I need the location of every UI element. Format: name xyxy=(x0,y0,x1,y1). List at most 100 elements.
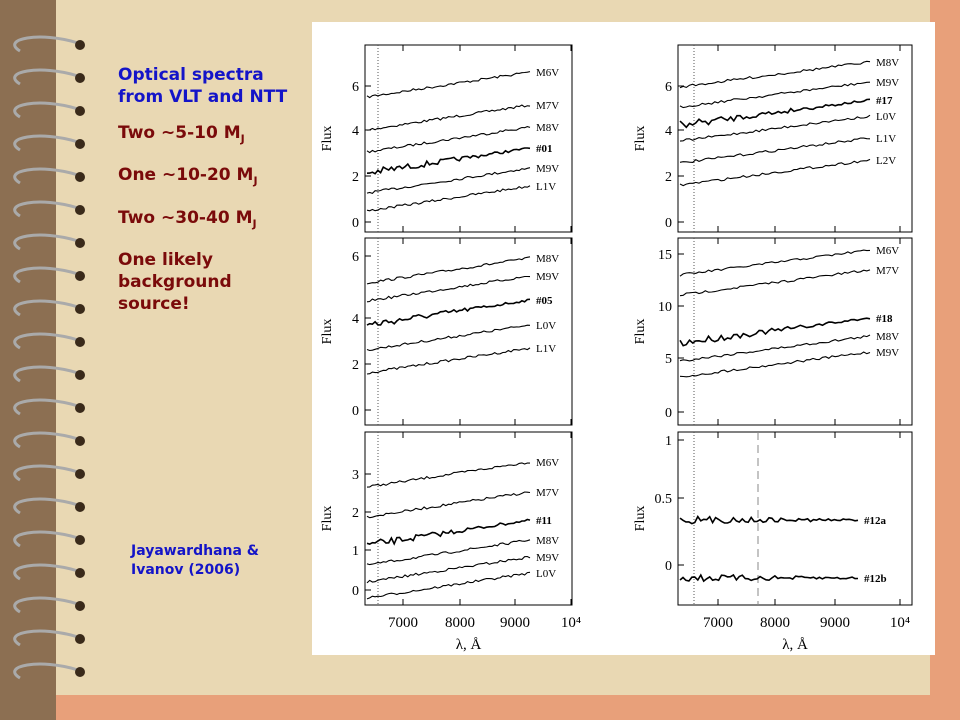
subscript: J xyxy=(252,217,257,231)
spectrum-label: M6V xyxy=(536,457,559,469)
axis-label: λ, Å xyxy=(782,637,808,653)
point: Two ~5-10 MJ xyxy=(118,122,308,150)
spectrum-label: #05 xyxy=(536,295,553,307)
spectrum-label: M6V xyxy=(536,67,559,79)
panel-frame xyxy=(364,237,573,426)
spectrum-label: M9V xyxy=(876,77,899,89)
ring-hole xyxy=(75,370,85,380)
ring-hole xyxy=(75,40,85,50)
ring xyxy=(13,497,79,515)
ring xyxy=(13,596,79,614)
ring xyxy=(13,134,79,152)
spectrum-label: M8V xyxy=(536,253,559,265)
ring-hole xyxy=(75,172,85,182)
ring-hole xyxy=(75,205,85,215)
spectrum-label: M9V xyxy=(536,271,559,283)
spectrum-label: L1V xyxy=(536,343,556,355)
spectrum-label: M9V xyxy=(536,163,559,175)
y-tick-label: 0 xyxy=(352,584,359,599)
x-tick-label: 8000 xyxy=(760,615,790,631)
ring xyxy=(13,431,79,449)
spectrum-label: L0V xyxy=(536,568,556,580)
point-text: One ~10-20 M xyxy=(118,165,254,186)
spectrum-label: M8V xyxy=(536,535,559,547)
ring xyxy=(13,464,79,482)
panel-frame xyxy=(364,44,573,233)
spectrum-label: M6V xyxy=(876,245,899,257)
spectrum-label: M7V xyxy=(536,100,559,112)
text-block: Optical spectra from VLT and NTT Two ~5-… xyxy=(118,64,308,329)
spectrum xyxy=(366,147,531,175)
y-tick-label: 10 xyxy=(658,300,672,315)
spectrum xyxy=(366,256,531,285)
ring-hole xyxy=(75,469,85,479)
spectrum xyxy=(679,573,859,583)
spectrum xyxy=(679,114,871,142)
y-tick-label: 2 xyxy=(352,506,359,521)
subscript: J xyxy=(253,174,258,188)
ring-hole xyxy=(75,238,85,248)
spectrum xyxy=(679,334,871,362)
spectrum xyxy=(366,185,531,212)
point-text: Two ~30-40 M xyxy=(118,207,253,228)
axis-label: Flux xyxy=(633,506,648,532)
y-tick-label: 4 xyxy=(352,124,359,139)
spectrum-label: M8V xyxy=(536,122,559,134)
x-tick-label: 10⁴ xyxy=(890,615,910,631)
spectrum xyxy=(366,539,531,566)
ring-hole xyxy=(75,436,85,446)
x-tick-label: 7000 xyxy=(388,615,418,631)
heading: Optical spectra from VLT and NTT xyxy=(118,65,288,107)
spectrum xyxy=(366,347,531,375)
spectrum xyxy=(679,137,871,163)
ring xyxy=(13,167,79,185)
y-tick-label: 4 xyxy=(352,312,359,327)
spectrum xyxy=(366,104,531,131)
ring xyxy=(13,563,79,581)
axis-label: Flux xyxy=(633,126,648,152)
spectrum-label: #18 xyxy=(876,313,893,325)
spectrum xyxy=(366,462,531,488)
ring-hole xyxy=(75,667,85,677)
spectrum-label: M7V xyxy=(876,265,899,277)
x-tick-label: 9000 xyxy=(820,615,850,631)
spectrum xyxy=(679,317,871,347)
ring xyxy=(13,101,79,119)
ring xyxy=(13,68,79,86)
axis-label: Flux xyxy=(320,506,335,532)
figure-bg xyxy=(312,22,935,655)
subscript: J xyxy=(240,132,245,146)
x-tick-label: 7000 xyxy=(703,615,733,631)
panel-frame xyxy=(677,237,913,426)
y-tick-label: 0.5 xyxy=(655,492,673,507)
spectrum-label: #12b xyxy=(864,573,887,585)
spectrum xyxy=(366,298,531,326)
ring-hole xyxy=(75,601,85,611)
spectrum xyxy=(366,126,531,154)
ring xyxy=(13,629,79,647)
ring-hole xyxy=(75,502,85,512)
spectrum xyxy=(679,269,871,297)
spectrum-label: M9V xyxy=(876,347,899,359)
spectrum xyxy=(679,98,871,129)
spectrum xyxy=(366,571,531,600)
axis-label: Flux xyxy=(633,319,648,345)
spectrum-label: M7V xyxy=(536,487,559,499)
ring xyxy=(13,299,79,317)
spectrum xyxy=(366,491,531,519)
y-tick-label: 0 xyxy=(352,404,359,419)
panel-frame xyxy=(677,431,913,606)
spectrum xyxy=(366,167,531,195)
point: One ~10-20 MJ xyxy=(118,164,308,192)
point: Two ~30-40 MJ xyxy=(118,207,308,235)
spectrum xyxy=(366,518,531,546)
spectrum xyxy=(679,249,871,277)
ring-hole xyxy=(75,568,85,578)
spectrum-label: M9V xyxy=(536,552,559,564)
ring xyxy=(13,662,79,680)
spectrum-label: M8V xyxy=(876,331,899,343)
spectrum-label: M8V xyxy=(876,57,899,69)
y-tick-label: 6 xyxy=(352,250,359,265)
y-tick-label: 4 xyxy=(665,124,672,139)
